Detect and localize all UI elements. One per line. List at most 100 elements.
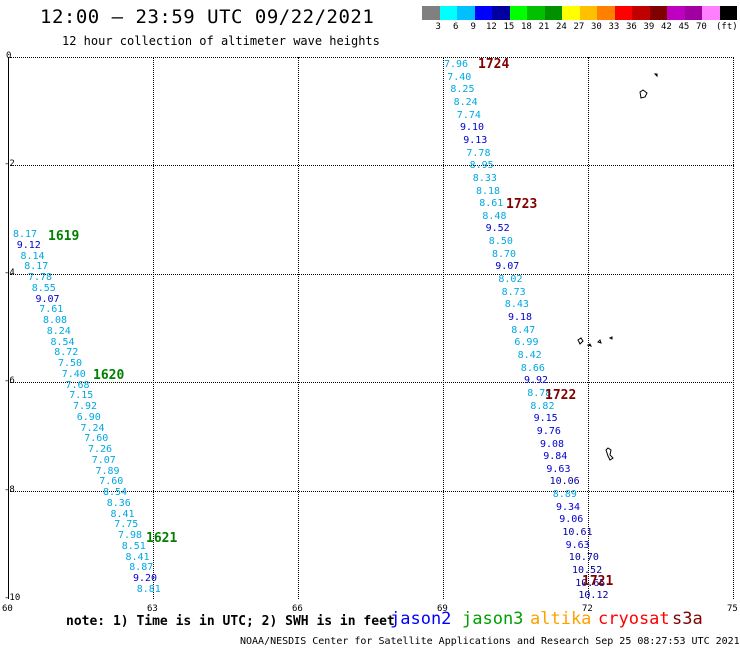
swh-value: 9.13	[463, 134, 488, 146]
swh-value: 8.08	[43, 315, 68, 326]
swh-value: 7.78	[28, 272, 53, 283]
swh-value: 7.92	[73, 401, 98, 412]
x-tick-label: 72	[582, 604, 593, 614]
legend-label: 27	[573, 22, 585, 32]
swh-value: 9.07	[35, 293, 60, 305]
legend-label: 33	[608, 22, 620, 32]
swh-value: 8.48	[482, 210, 507, 222]
swh-value: 7.89	[95, 465, 120, 477]
swh-value: 8.25	[450, 84, 475, 96]
swh-value: 8.17	[13, 229, 38, 240]
legend-swatch	[492, 6, 510, 20]
swh-value: 8.55	[31, 282, 56, 294]
swh-value: 8.89	[552, 489, 577, 501]
legend-label: 12	[486, 22, 497, 32]
legend-unit: (ft)	[716, 22, 738, 32]
swh-value: 7.78	[466, 147, 491, 159]
swh-value: 7.74	[456, 109, 481, 121]
y-tick-label: -10	[4, 593, 21, 603]
swh-value: 7.50	[58, 358, 83, 369]
grid-parallel	[10, 57, 734, 58]
swh-value: 7.26	[88, 444, 113, 455]
swh-value: 8.43	[504, 299, 529, 311]
swh-value: 8.17	[24, 261, 49, 273]
pass-label: 1722	[545, 388, 577, 403]
swh-value: 9.12	[16, 239, 41, 251]
swh-value: 8.41	[125, 551, 150, 563]
swh-value: 7.75	[114, 519, 139, 531]
legend-swatch	[474, 6, 492, 20]
grid-meridian	[733, 57, 734, 599]
legend-label: 45	[678, 22, 690, 32]
satellite-jason3: jason3	[462, 609, 524, 629]
swh-value: 8.81	[136, 583, 161, 595]
grid-parallel	[10, 165, 734, 166]
swh-value: 8.14	[20, 250, 45, 262]
satellite-altika: altika	[530, 609, 592, 629]
legend-swatch	[614, 6, 632, 20]
swh-value: 8.24	[453, 96, 478, 108]
swh-value: 8.66	[520, 362, 545, 374]
swh-value: 8.73	[501, 286, 526, 298]
legend-swatch	[457, 6, 475, 20]
swh-value: 10.65	[575, 577, 606, 589]
legend-label: 18	[521, 22, 532, 32]
legend-label: 36	[626, 22, 637, 32]
legend-swatch	[667, 6, 685, 20]
swh-value: 8.42	[517, 349, 542, 361]
swh-value: 8.47	[511, 324, 536, 336]
legend-label: 15	[503, 22, 515, 32]
satellite-jason2: jason2	[390, 609, 452, 629]
legend-swatch	[719, 6, 737, 20]
pass-label: 1721	[582, 574, 614, 589]
grid-meridian	[443, 57, 444, 599]
swh-value: 8.51	[121, 540, 146, 552]
swh-value: 7.61	[39, 304, 64, 316]
swh-value: 9.92	[524, 375, 549, 387]
swh-value: 7.40	[447, 71, 472, 83]
swh-value: 8.24	[46, 325, 71, 337]
grid-meridian	[588, 57, 589, 599]
swh-value: 10.61	[562, 527, 593, 539]
legend-swatch	[702, 6, 720, 20]
swh-value: 9.06	[559, 514, 584, 526]
legend-swatch	[649, 6, 667, 20]
swh-value: 9.10	[460, 122, 485, 134]
swh-value: 7.15	[69, 390, 94, 402]
swh-value: 8.70	[492, 248, 517, 260]
pass-label: 1620	[93, 368, 125, 383]
swh-value: 9.20	[133, 573, 158, 584]
swh-value: 8.78	[527, 387, 552, 399]
swh-value: 8.36	[106, 497, 131, 509]
swh-value: 10.12	[578, 590, 609, 602]
legend-swatch	[439, 6, 457, 20]
y-tick-label: 0	[6, 51, 12, 61]
swh-value: 8.54	[103, 487, 128, 498]
pass-label: 1621	[146, 531, 178, 546]
y-tick-label: -8	[4, 485, 15, 495]
x-tick-label: 69	[437, 604, 448, 614]
legend-label: 24	[556, 22, 567, 32]
grid-meridian	[298, 57, 299, 599]
x-tick-label: 75	[727, 604, 738, 614]
y-tick-label: -2	[4, 159, 15, 169]
swh-value: 10.52	[572, 565, 603, 576]
y-tick-label: -6	[4, 376, 15, 386]
swh-value: 6.90	[76, 411, 101, 423]
y-tick-label: -4	[4, 268, 15, 278]
legend-swatch	[527, 6, 545, 20]
swh-value: 7.68	[65, 379, 90, 391]
pass-label: 1619	[48, 229, 80, 244]
swh-value: 7.60	[84, 433, 109, 445]
swh-value: 7.07	[91, 454, 116, 466]
swh-value: 9.08	[540, 438, 565, 450]
swh-value: 8.54	[50, 336, 75, 348]
swh-value: 7.96	[444, 59, 469, 70]
swh-value: 9.07	[495, 261, 520, 273]
pass-label: 1724	[478, 57, 510, 72]
swh-value: 9.34	[556, 501, 581, 513]
swh-value: 8.33	[472, 172, 497, 184]
swh-value: 8.50	[488, 236, 513, 248]
x-tick-label: 63	[147, 604, 158, 614]
